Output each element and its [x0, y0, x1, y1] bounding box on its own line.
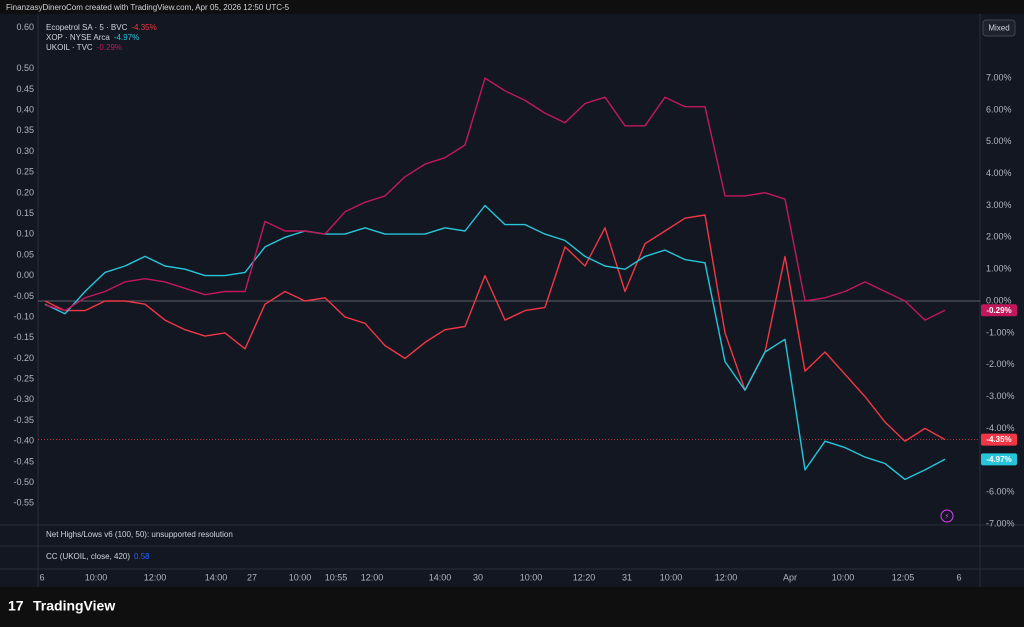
y-tick-label: 0.45 — [16, 84, 34, 94]
y-tick-label: -0.55 — [13, 498, 34, 508]
x-tick-label: 10:00 — [832, 572, 855, 582]
price-badge — [981, 304, 1017, 317]
y-tick-label: -0.50 — [13, 477, 34, 487]
x-tick-label: 12:00 — [361, 572, 384, 582]
indicator-label: Net Highs/Lows v6 (100, 50): unsupported… — [46, 530, 233, 539]
y-tick-label: 0.10 — [16, 229, 34, 239]
brand: TradingView — [33, 598, 115, 614]
alert-icon-glyph[interactable]: ⚡ — [945, 512, 950, 520]
y-tick-label: 0.15 — [16, 208, 34, 218]
y-tick-label: -0.45 — [13, 456, 34, 466]
x-tick-label: 12:05 — [892, 572, 915, 582]
y2-tick-label: 1.00% — [986, 264, 1012, 274]
price-badge-label: -4.35% — [986, 435, 1011, 444]
x-tick-label: 10:00 — [660, 572, 683, 582]
scale-mode-button[interactable] — [982, 19, 1016, 37]
y-tick-label: -0.20 — [13, 353, 34, 363]
y2-tick-label: 3.00% — [986, 200, 1012, 210]
legend-change: -0.29% — [97, 43, 122, 52]
legend-name: Ecopetrol SA · 5 · BVC — [46, 23, 128, 32]
price-badge — [981, 433, 1017, 446]
y-tick-label: -0.25 — [13, 374, 34, 384]
y-tick-label: -0.10 — [13, 311, 34, 321]
scale-mode[interactable]: Mixed — [988, 24, 1009, 33]
x-tick-label: 12:00 — [144, 572, 167, 582]
y2-tick-label: -3.00% — [986, 391, 1015, 401]
chart-panel — [0, 14, 1024, 587]
logo-mark: 17 — [8, 598, 24, 614]
y2-tick-label: 5.00% — [986, 136, 1012, 146]
series-line — [44, 204, 946, 481]
y-tick-label: 0.60 — [16, 22, 34, 32]
y-tick-label: 0.50 — [16, 63, 34, 73]
x-tick-label: 10:55 — [325, 572, 348, 582]
price-badge — [981, 453, 1017, 466]
x-tick-label: 12:00 — [715, 572, 738, 582]
x-tick-label: 31 — [622, 572, 632, 582]
legend-name: UKOIL · TVC — [46, 43, 93, 52]
y-tick-label: -0.05 — [13, 291, 34, 301]
x-tick-label: 6 — [39, 572, 44, 582]
y-tick-label: -0.35 — [13, 415, 34, 425]
y2-tick-label: 6.00% — [986, 104, 1012, 114]
series-line — [44, 214, 946, 442]
y-tick-label: 0.20 — [16, 187, 34, 197]
y2-tick-label: 0.00% — [986, 295, 1012, 305]
x-tick-label: 14:00 — [429, 572, 452, 582]
header: FinanzasyDineroCom created with TradingV… — [6, 3, 290, 12]
alert-icon[interactable] — [940, 509, 954, 523]
price-badge-label: -0.29% — [986, 306, 1011, 315]
y-tick-label: -0.30 — [13, 394, 34, 404]
x-tick-label: 10:00 — [289, 572, 312, 582]
x-tick-label: 14:00 — [205, 572, 228, 582]
y-tick-label: 0.30 — [16, 146, 34, 156]
y-tick-label: 0.35 — [16, 125, 34, 135]
legend-change: -4.35% — [131, 23, 156, 32]
y-tick-label: 0.40 — [16, 105, 34, 115]
logo: 17 TradingView — [8, 598, 115, 614]
x-tick-label: 6 — [956, 572, 961, 582]
y2-tick-label: 2.00% — [986, 232, 1012, 242]
y2-tick-label: -6.00% — [986, 487, 1015, 497]
x-tick-label: Apr — [783, 572, 797, 582]
y2-tick-label: 7.00% — [986, 72, 1012, 82]
y2-tick-label: 4.00% — [986, 168, 1012, 178]
y2-tick-label: -4.00% — [986, 423, 1015, 433]
indicator-value: 0.58 — [134, 552, 150, 561]
x-tick-label: 27 — [247, 572, 257, 582]
y-tick-label: -0.15 — [13, 332, 34, 342]
price-badge-label: -4.97% — [986, 455, 1011, 464]
y2-tick-label: -1.00% — [986, 327, 1015, 337]
series-line — [44, 77, 946, 321]
indicator-label: CC (UKOIL, close, 420) — [46, 552, 130, 561]
y-tick-label: 0.05 — [16, 249, 34, 259]
y-tick-label: 0.00 — [16, 270, 34, 280]
y2-tick-label: -2.00% — [986, 359, 1015, 369]
x-tick-label: 12:20 — [573, 572, 596, 582]
legend-name: XOP · NYSE Arca — [46, 33, 110, 42]
y-tick-label: 0.25 — [16, 167, 34, 177]
x-tick-label: 10:00 — [85, 572, 108, 582]
x-tick-label: 10:00 — [520, 572, 543, 582]
legend-change: -4.97% — [114, 33, 139, 42]
y-tick-label: -0.40 — [13, 436, 34, 446]
y2-tick-label: -7.00% — [986, 518, 1015, 528]
x-tick-label: 30 — [473, 572, 483, 582]
